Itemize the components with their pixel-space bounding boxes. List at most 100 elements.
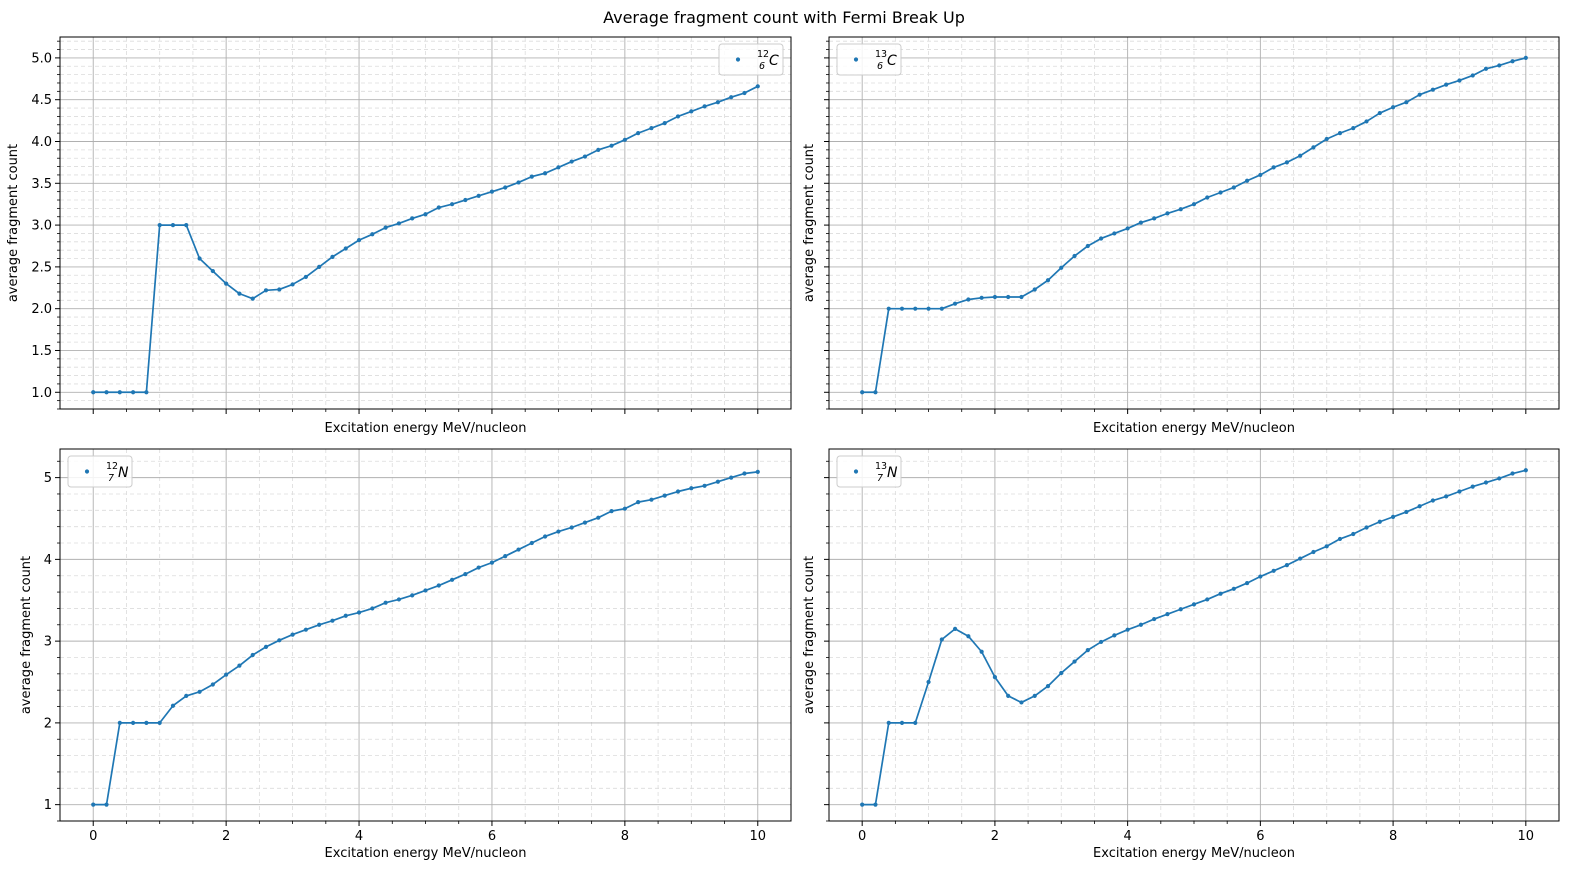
legend: 127 N: [67, 455, 133, 488]
data-point: [742, 90, 747, 96]
data-point: [356, 238, 362, 243]
data-point: [1231, 185, 1236, 190]
data-point: [729, 95, 734, 100]
data-point: [303, 627, 308, 632]
data-point: [873, 390, 878, 395]
panel-top-right: Excitation energy MeV/nucleon average fra…: [802, 36, 1560, 436]
legend-element-symbol: N: [118, 465, 129, 481]
data-point: [117, 390, 122, 395]
data-point: [1032, 693, 1037, 699]
data-point: [184, 693, 189, 699]
data-point: [860, 390, 865, 395]
data-point: [1085, 648, 1090, 653]
legend-box: [718, 43, 784, 76]
data-point: [104, 802, 109, 807]
data-point: [317, 264, 322, 269]
panels: 1.0 1.5 2.0 2.5 3.0 3.5 4.0 4.5 5.0 Excitation en…: [6, 36, 1560, 861]
data-point: [1430, 87, 1436, 92]
legend-atomic-number: 6: [759, 61, 765, 72]
data-point: [622, 506, 627, 511]
data-point: [370, 232, 375, 237]
y-tick-label: 1: [44, 798, 52, 813]
data-point: [913, 720, 918, 725]
data-point: [582, 520, 588, 525]
data-point: [569, 159, 574, 164]
panel-bottom-right: 0 2 4 6 8 10 Excitation energy MeV/nucleon aver…: [802, 448, 1560, 861]
data-point: [263, 644, 269, 649]
data-point: [966, 297, 971, 302]
data-point: [1125, 627, 1130, 632]
x-tick-label: 8: [621, 829, 629, 844]
panel-top-left: 1.0 1.5 2.0 2.5 3.0 3.5 4.0 4.5 5.0 Excitation en…: [6, 36, 792, 436]
data-point: [1483, 66, 1489, 71]
data-point: [569, 525, 574, 530]
y-axis-label: average fragment count: [19, 556, 34, 714]
y-axis-label: average fragment count: [802, 144, 817, 302]
legend-mass-number: 13: [875, 461, 887, 472]
data-point: [1112, 231, 1117, 236]
data-point: [689, 486, 694, 491]
data-point: [184, 222, 189, 228]
legend-mass-number: 12: [106, 461, 118, 472]
data-point: [423, 588, 428, 593]
data-point: [992, 294, 998, 300]
legend-marker: [84, 469, 90, 474]
data-point: [1404, 509, 1409, 515]
data-point: [489, 560, 495, 565]
data-point: [210, 268, 215, 274]
data-point: [662, 493, 667, 498]
data-point: [1231, 586, 1236, 591]
data-point: [886, 720, 891, 725]
data-point: [197, 689, 202, 694]
data-point: [582, 154, 588, 159]
data-point: [622, 137, 627, 142]
data-point: [1364, 119, 1369, 124]
data-point: [463, 197, 468, 203]
data-point: [396, 221, 402, 226]
legend-box: [836, 43, 902, 76]
data-point: [503, 185, 508, 190]
y-axis-label: average fragment count: [6, 144, 21, 302]
data-point: [516, 547, 521, 552]
y-tick-label: 5.0: [31, 51, 52, 66]
data-point: [1072, 253, 1077, 259]
y-tick-label: 4.0: [31, 135, 52, 150]
data-point: [702, 104, 707, 109]
data-point: [317, 622, 322, 627]
legend-box: [67, 455, 133, 488]
y-tick-label: 1.5: [31, 344, 52, 359]
legend-marker: [735, 57, 741, 62]
data-point: [1258, 574, 1263, 579]
data-point: [1244, 178, 1250, 183]
data-point: [952, 301, 958, 306]
data-point: [1510, 59, 1515, 64]
legend-element-symbol: C: [769, 53, 779, 69]
data-point: [886, 306, 891, 311]
data-point: [1098, 236, 1104, 241]
data-point: [1337, 536, 1343, 542]
data-point: [1072, 659, 1077, 664]
data-point: [755, 469, 760, 474]
data-point: [1138, 622, 1144, 627]
data-point: [1178, 607, 1183, 612]
data-point: [1470, 484, 1475, 489]
data-point: [1298, 556, 1303, 561]
data-point: [702, 483, 707, 488]
data-point: [715, 479, 721, 484]
data-point: [926, 679, 931, 685]
data-point: [383, 600, 388, 605]
legend: 136 C: [836, 43, 902, 76]
data-point: [1019, 700, 1024, 705]
data-point: [596, 515, 601, 520]
data-point: [649, 126, 654, 131]
data-point: [449, 202, 455, 207]
data-point: [1271, 568, 1276, 573]
data-point: [596, 147, 601, 152]
y-tick-label: 3.5: [31, 177, 52, 192]
figure-title: Average fragment count with Fermi Break …: [603, 8, 965, 27]
data-point: [91, 802, 96, 807]
y-tick-label: 2: [44, 716, 52, 731]
x-tick-label: 8: [1389, 829, 1397, 844]
x-tick-label: 4: [1123, 829, 1131, 844]
